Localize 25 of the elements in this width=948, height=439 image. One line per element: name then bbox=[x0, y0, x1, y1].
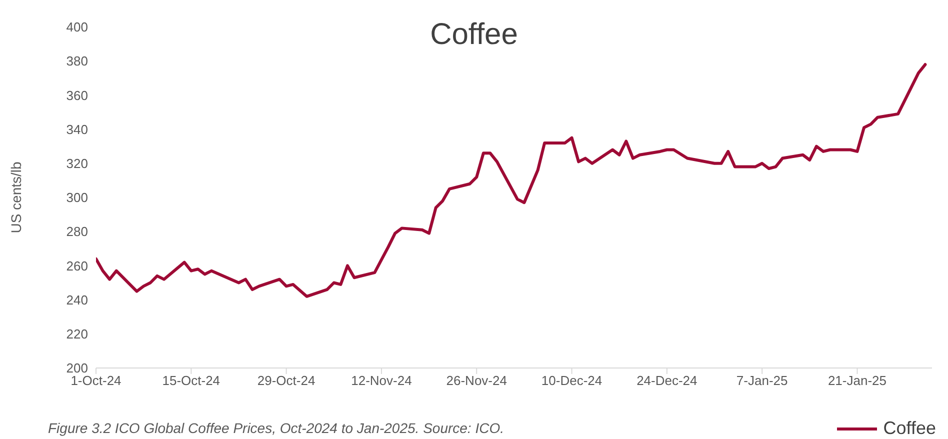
y-axis-title: US cents/lb bbox=[8, 161, 24, 234]
y-tick-label: 240 bbox=[66, 292, 88, 308]
y-tick-label: 260 bbox=[66, 258, 88, 274]
y-tick-label: 200 bbox=[66, 360, 88, 376]
y-tick-label: 280 bbox=[66, 224, 88, 240]
x-tick-label: 15-Oct-24 bbox=[162, 373, 220, 388]
x-tick-label: 1-Oct-24 bbox=[70, 373, 122, 388]
y-tick-label: 400 bbox=[66, 20, 88, 35]
x-tick-label: 7-Jan-25 bbox=[736, 373, 788, 388]
y-tick-label: 320 bbox=[66, 156, 88, 172]
y-tick-label: 340 bbox=[66, 122, 88, 137]
line-series bbox=[96, 63, 927, 298]
y-tick-label: 360 bbox=[66, 88, 88, 103]
legend-label: Coffee bbox=[883, 418, 936, 439]
x-tick-label: 24-Dec-24 bbox=[636, 373, 698, 388]
x-tick-label: 21-Jan-25 bbox=[828, 373, 887, 388]
x-tick-label: 12-Nov-24 bbox=[351, 373, 412, 388]
x-tick-label: 29-Oct-24 bbox=[257, 373, 316, 388]
y-tick-label: 380 bbox=[66, 54, 88, 69]
y-tick-label: 220 bbox=[66, 326, 88, 342]
caption: Figure 3.2 ICO Global Coffee Prices, Oct-2024 to Jan-2025. Source: ICO. bbox=[48, 420, 504, 436]
chart-title: Coffee bbox=[430, 18, 518, 51]
x-tick-label: 26-Nov-24 bbox=[446, 373, 507, 388]
y-tick-label: 300 bbox=[66, 190, 88, 206]
x-tick-label: 10-Dec-24 bbox=[541, 373, 602, 388]
